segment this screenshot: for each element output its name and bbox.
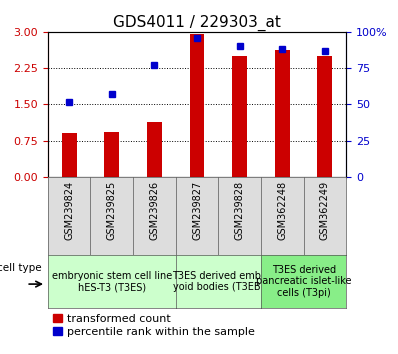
- Title: GDS4011 / 229303_at: GDS4011 / 229303_at: [113, 14, 281, 30]
- Text: T3ES derived
pancreatic islet-like
cells (T3pi): T3ES derived pancreatic islet-like cells…: [256, 265, 351, 298]
- Text: GSM362248: GSM362248: [277, 181, 287, 240]
- Bar: [104, 132, 119, 177]
- Bar: [275, 50, 290, 177]
- Legend: transformed count, percentile rank within the sample: transformed count, percentile rank withi…: [53, 314, 255, 337]
- Text: GSM239824: GSM239824: [64, 181, 74, 240]
- Text: GSM239828: GSM239828: [235, 181, 245, 240]
- Text: GSM239827: GSM239827: [192, 181, 202, 240]
- Text: T3ES derived embr
yoid bodies (T3EB): T3ES derived embr yoid bodies (T3EB): [172, 270, 265, 292]
- Text: GSM362249: GSM362249: [320, 181, 330, 240]
- Bar: [189, 34, 205, 177]
- Text: GSM239826: GSM239826: [149, 181, 159, 240]
- Bar: [232, 56, 247, 177]
- Bar: [147, 122, 162, 177]
- Bar: [318, 56, 332, 177]
- Text: embryonic stem cell line
hES-T3 (T3ES): embryonic stem cell line hES-T3 (T3ES): [52, 270, 172, 292]
- Text: GSM239825: GSM239825: [107, 181, 117, 240]
- Text: cell type: cell type: [0, 263, 42, 273]
- Bar: [62, 133, 76, 177]
